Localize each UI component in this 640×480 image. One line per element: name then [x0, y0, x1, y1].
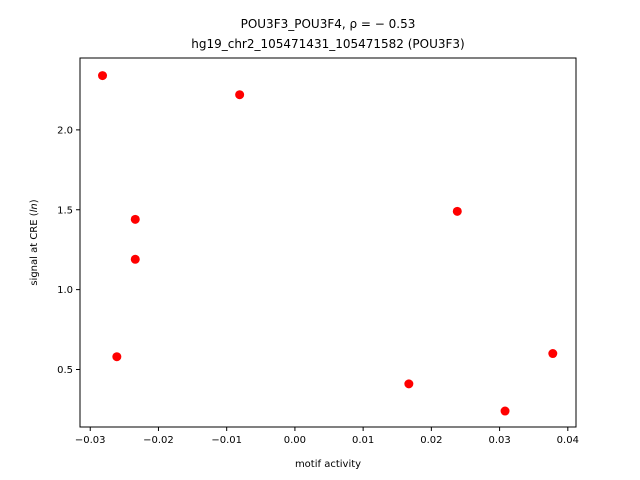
x-tick-label: −0.03 — [75, 435, 106, 446]
y-tick-label: 1.0 — [57, 285, 73, 296]
data-point-5 — [112, 352, 122, 362]
y-axis-label-unit: ln — [29, 203, 40, 212]
data-point-2 — [235, 90, 245, 100]
plot-frame — [79, 57, 577, 428]
data-point-6 — [452, 206, 462, 216]
data-point-8 — [500, 406, 510, 416]
data-point-4 — [130, 254, 140, 264]
x-tick-label: −0.01 — [211, 435, 242, 446]
y-tick-label: 1.5 — [57, 205, 73, 216]
x-tick-label: 0.02 — [420, 435, 442, 446]
x-axis-ticks: −0.03 −0.02 −0.01 0.00 0.01 0.02 0.03 0.04 — [75, 427, 579, 446]
y-axis-ticks: 0.5 1.0 1.5 2.0 — [57, 125, 80, 376]
data-point-3 — [130, 214, 140, 224]
y-axis-label: signal at CRE (ln) — [29, 199, 40, 285]
x-tick-label: 0.04 — [557, 435, 579, 446]
x-tick-label: 0.01 — [352, 435, 374, 446]
data-points — [98, 71, 558, 416]
chart-title-line1: POU3F3_POU3F4, ρ = − 0.53 — [241, 17, 416, 31]
data-point-7 — [404, 379, 414, 389]
data-point-9 — [548, 349, 558, 359]
x-axis-label: motif activity — [295, 459, 361, 470]
y-axis-label-suffix: ) — [29, 199, 40, 203]
chart-title-line2: hg19_chr2_105471431_105471582 (POU3F3) — [191, 37, 465, 51]
y-tick-label: 2.0 — [57, 125, 73, 136]
x-tick-label: −0.02 — [143, 435, 174, 446]
y-axis-label-prefix: signal at CRE ( — [29, 212, 40, 285]
y-tick-label: 0.5 — [57, 365, 73, 376]
x-tick-label: 0.03 — [488, 435, 510, 446]
data-point-1 — [98, 71, 108, 81]
x-tick-label: 0.00 — [284, 435, 306, 446]
